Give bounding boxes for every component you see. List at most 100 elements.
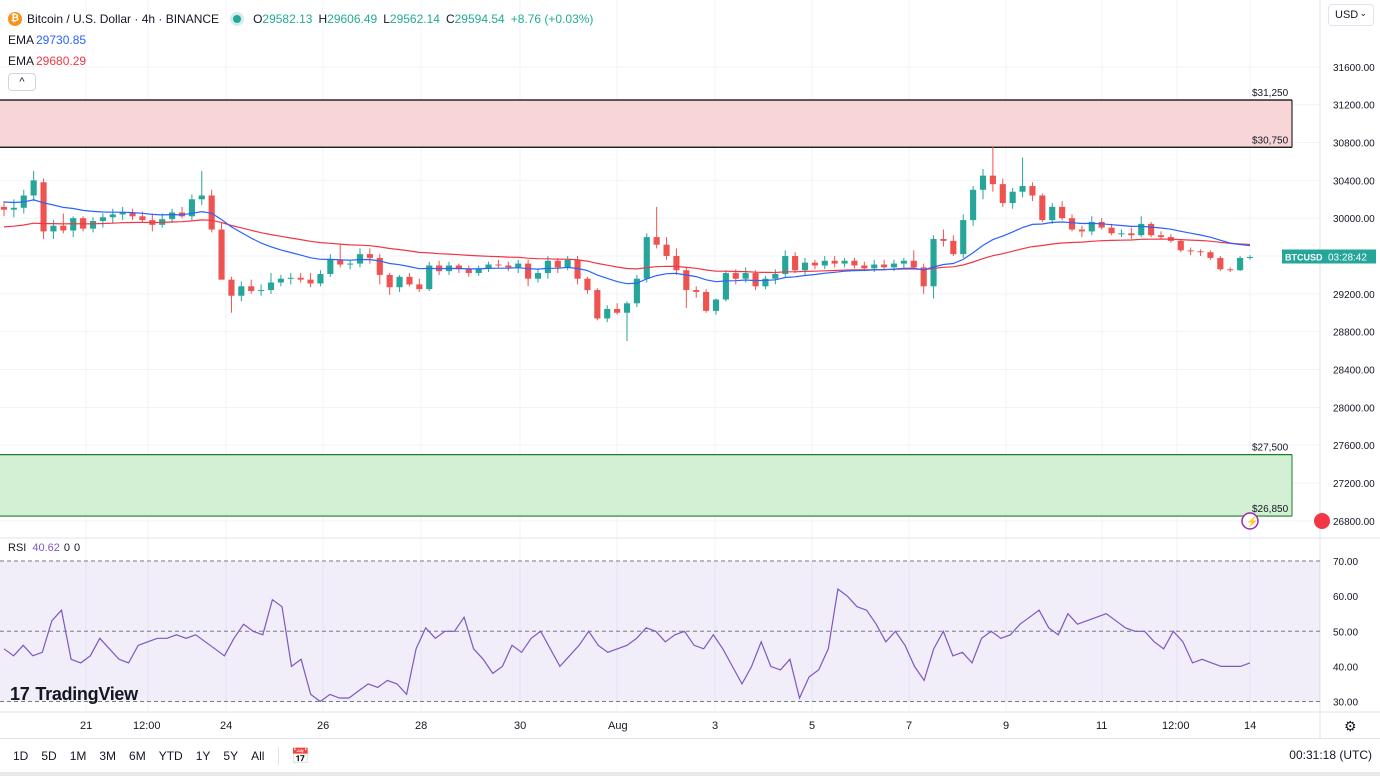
candle-body[interactable] bbox=[989, 175, 996, 185]
candle-body[interactable] bbox=[861, 265, 868, 269]
candle-body[interactable] bbox=[327, 259, 334, 274]
timeframe-1y[interactable]: 1Y bbox=[195, 748, 211, 763]
candle-body[interactable] bbox=[1049, 206, 1056, 221]
candle-body[interactable] bbox=[1108, 227, 1115, 234]
candle-body[interactable] bbox=[386, 274, 393, 288]
candle-body[interactable] bbox=[762, 278, 769, 287]
candle-body[interactable] bbox=[1118, 233, 1125, 235]
candle-body[interactable] bbox=[742, 273, 749, 279]
candle-body[interactable] bbox=[188, 199, 195, 217]
candle-body[interactable] bbox=[50, 225, 57, 232]
candle-body[interactable] bbox=[1068, 218, 1076, 230]
candle-body[interactable] bbox=[525, 263, 532, 279]
candle-body[interactable] bbox=[139, 216, 146, 221]
candle-body[interactable] bbox=[881, 264, 888, 268]
candle-body[interactable] bbox=[594, 290, 601, 319]
candle-body[interactable] bbox=[198, 195, 205, 200]
candle-body[interactable] bbox=[564, 259, 571, 268]
candle-body[interactable] bbox=[1187, 250, 1194, 252]
candle-body[interactable] bbox=[1059, 206, 1066, 219]
candle-body[interactable] bbox=[1148, 223, 1155, 236]
candle-body[interactable] bbox=[614, 308, 621, 313]
candle-body[interactable] bbox=[485, 264, 492, 269]
candle-body[interactable] bbox=[347, 263, 354, 265]
candle-body[interactable] bbox=[366, 254, 373, 258]
ema-slow-line[interactable] bbox=[3, 219, 1251, 274]
timeframe-5d[interactable]: 5D bbox=[41, 748, 57, 763]
candle-body[interactable] bbox=[10, 207, 17, 210]
symbol-row[interactable]: ₿ Bitcoin / U.S. Dollar · 4h · BINANCE O… bbox=[8, 8, 599, 29]
candle-body[interactable] bbox=[1039, 195, 1046, 221]
candle-body[interactable] bbox=[30, 180, 37, 196]
collapse-legend-button[interactable]: ^ bbox=[8, 73, 36, 91]
currency-select[interactable]: USD ⌄ bbox=[1328, 4, 1374, 26]
candle-body[interactable] bbox=[228, 279, 235, 296]
candle-body[interactable] bbox=[1246, 256, 1254, 258]
candle-body[interactable] bbox=[782, 256, 789, 274]
candle-body[interactable] bbox=[1197, 251, 1204, 253]
candle-body[interactable] bbox=[1088, 221, 1095, 232]
candle-body[interactable] bbox=[890, 263, 898, 268]
candle-body[interactable] bbox=[426, 265, 433, 290]
candle-body[interactable] bbox=[772, 273, 779, 279]
ema-fast-row[interactable]: EMA 29730.85 bbox=[8, 29, 599, 50]
candle-body[interactable] bbox=[584, 278, 591, 291]
candle-body[interactable] bbox=[663, 244, 670, 257]
candle-body[interactable] bbox=[821, 260, 828, 266]
candle-body[interactable] bbox=[1138, 223, 1145, 236]
candle-body[interactable] bbox=[871, 264, 878, 269]
candle-body[interactable] bbox=[277, 278, 284, 283]
candle-body[interactable] bbox=[475, 268, 482, 274]
candle-body[interactable] bbox=[1207, 252, 1214, 258]
candle-body[interactable] bbox=[99, 217, 106, 222]
candle-body[interactable] bbox=[574, 259, 581, 279]
candle-body[interactable] bbox=[633, 278, 640, 304]
candle-body[interactable] bbox=[287, 277, 294, 279]
candle-body[interactable] bbox=[1019, 186, 1026, 192]
candle-body[interactable] bbox=[1029, 186, 1036, 196]
candle-body[interactable] bbox=[722, 273, 729, 300]
timeframe-1d[interactable]: 1D bbox=[13, 748, 29, 763]
candle-body[interactable] bbox=[623, 303, 631, 313]
candle-body[interactable] bbox=[792, 256, 799, 271]
candle-body[interactable] bbox=[406, 276, 413, 285]
candle-body[interactable] bbox=[534, 273, 542, 279]
candle-body[interactable] bbox=[455, 265, 462, 270]
candle-body[interactable] bbox=[109, 214, 116, 218]
candle-body[interactable] bbox=[831, 260, 838, 264]
candle-body[interactable] bbox=[930, 238, 937, 287]
candle-body[interactable] bbox=[169, 212, 176, 220]
timeframe-5y[interactable]: 5Y bbox=[223, 748, 239, 763]
candle-body[interactable] bbox=[653, 237, 660, 245]
candle-body[interactable] bbox=[712, 299, 720, 311]
ema-fast-line[interactable] bbox=[3, 199, 1251, 285]
support-zone[interactable] bbox=[0, 454, 1292, 517]
candle-body[interactable] bbox=[1227, 269, 1234, 271]
candle-body[interactable] bbox=[119, 212, 126, 215]
lightning-icon[interactable] bbox=[1241, 512, 1259, 530]
candle-body[interactable] bbox=[218, 229, 225, 280]
utc-clock[interactable]: 00:31:18 (UTC) bbox=[1289, 748, 1372, 762]
candle-body[interactable] bbox=[841, 260, 848, 264]
candle-body[interactable] bbox=[811, 262, 818, 266]
timeframe-3m[interactable]: 3M bbox=[99, 748, 117, 763]
timeframe-all[interactable]: All bbox=[251, 748, 265, 763]
candle-body[interactable] bbox=[732, 273, 739, 279]
timeframe-ytd[interactable]: YTD bbox=[158, 748, 183, 763]
candle-body[interactable] bbox=[673, 256, 680, 271]
us-flag-icon[interactable] bbox=[1314, 513, 1330, 529]
candle-body[interactable] bbox=[554, 260, 561, 268]
candle-body[interactable] bbox=[238, 286, 245, 296]
timeframe-6m[interactable]: 6M bbox=[129, 748, 146, 763]
candle-body[interactable] bbox=[1098, 221, 1105, 228]
candle-body[interactable] bbox=[505, 265, 512, 268]
candle-body[interactable] bbox=[683, 270, 690, 291]
candle-body[interactable] bbox=[950, 240, 957, 255]
candle-body[interactable] bbox=[70, 218, 77, 231]
candle-body[interactable] bbox=[693, 290, 700, 292]
candle-body[interactable] bbox=[1128, 233, 1135, 236]
candle-body[interactable] bbox=[940, 238, 947, 241]
candle-body[interactable] bbox=[60, 225, 67, 231]
ema-slow-row[interactable]: EMA 29680.29 bbox=[8, 50, 599, 71]
candle-body[interactable] bbox=[396, 276, 403, 288]
